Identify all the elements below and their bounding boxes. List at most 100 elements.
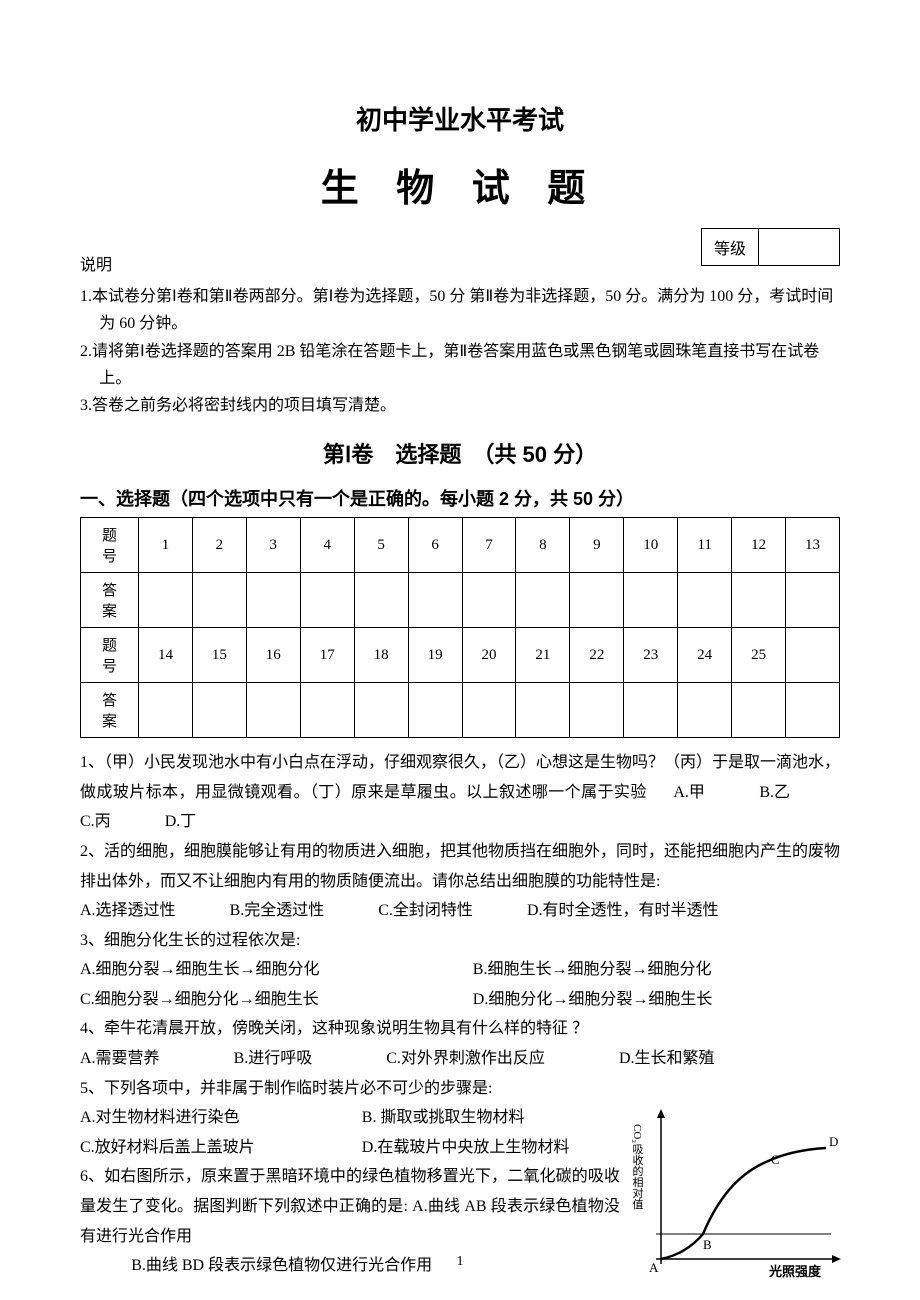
- ans-cell: [570, 683, 624, 738]
- ans-cell: [786, 683, 840, 738]
- ans-cell: [354, 683, 408, 738]
- num-cell: 5: [354, 518, 408, 573]
- num-cell: 7: [462, 518, 516, 573]
- ans-cell: [678, 683, 732, 738]
- ans-cell: [408, 683, 462, 738]
- q5-opt-d: D.在载玻片中央放上生物材料: [362, 1133, 570, 1163]
- q5-6-wrapper: A B C D CO₂吸收的相对值 光照强度 5、下列各项中，并非属于制作临时装…: [80, 1074, 840, 1281]
- q3-text: 3、细胞分化生长的过程依次是:: [80, 926, 840, 956]
- ans-cell: [300, 683, 354, 738]
- num-cell: 12: [732, 518, 786, 573]
- num-cell: 22: [570, 628, 624, 683]
- q4-opt-d: D.生长和繁殖: [619, 1044, 715, 1074]
- q2-opt-a: A.选择透过性: [80, 896, 176, 926]
- ans-cell: [462, 683, 516, 738]
- num-cell: 9: [570, 518, 624, 573]
- table-row: 题 号 1 2 3 4 5 6 7 8 9 10 11 12 13: [81, 518, 840, 573]
- num-cell: 6: [408, 518, 462, 573]
- q1-text: 1、（甲）小民发现池水中有小白点在浮动，仔细观察很久，（乙）心想这是生物吗？（丙…: [80, 754, 840, 801]
- num-cell: 16: [246, 628, 300, 683]
- answer-table: 题 号 1 2 3 4 5 6 7 8 9 10 11 12 13 答 案 题 …: [80, 517, 840, 738]
- graph-point-d: D: [829, 1134, 838, 1149]
- table-row: 题 号 14 15 16 17 18 19 20 21 22 23 24 25: [81, 628, 840, 683]
- ans-cell: [732, 573, 786, 628]
- q3-opt-c: C.细胞分裂→细胞分化→细胞生长: [80, 985, 445, 1015]
- grade-label: 等级: [702, 229, 759, 265]
- page-number: 1: [0, 1254, 920, 1270]
- num-cell: 3: [246, 518, 300, 573]
- q3-opt-b: B.细胞生长→细胞分裂→细胞分化: [473, 955, 712, 985]
- question-1: 1、（甲）小民发现池水中有小白点在浮动，仔细观察很久，（乙）心想这是生物吗？（丙…: [80, 748, 840, 837]
- ans-cell: [192, 573, 246, 628]
- table-row: 答 案: [81, 573, 840, 628]
- question-2: 2、活的细胞，细胞膜能够让有用的物质进入细胞，把其他物质挡在细胞外，同时，还能把…: [80, 837, 840, 926]
- row-label: 题 号: [81, 518, 139, 573]
- num-cell: 21: [516, 628, 570, 683]
- graph-point-b: B: [703, 1237, 712, 1252]
- table-row: 答 案: [81, 683, 840, 738]
- q4-opt-b: B.进行呼吸: [234, 1044, 313, 1074]
- num-cell: 13: [786, 518, 840, 573]
- ans-cell: [139, 573, 193, 628]
- grade-blank: [759, 229, 839, 265]
- num-cell: 24: [678, 628, 732, 683]
- row-label: 答 案: [81, 573, 139, 628]
- num-cell: 25: [732, 628, 786, 683]
- q2-opt-b: B.完全透过性: [230, 896, 325, 926]
- num-cell: [786, 628, 840, 683]
- graph-y-label: CO₂吸收的相对值: [631, 1124, 644, 1210]
- ans-cell: [516, 683, 570, 738]
- ans-cell: [624, 683, 678, 738]
- q5-text: 5、下列各项中，并非属于制作临时装片必不可少的步骤是:: [80, 1074, 840, 1104]
- ans-cell: [624, 573, 678, 628]
- ans-cell: [192, 683, 246, 738]
- q2-opt-d: D.有时全透性，有时半透性: [527, 896, 719, 926]
- num-cell: 10: [624, 518, 678, 573]
- ans-cell: [408, 573, 462, 628]
- num-cell: 18: [354, 628, 408, 683]
- instruction-item: 1.本试卷分第Ⅰ卷和第Ⅱ卷两部分。第Ⅰ卷为选择题，50 分 第Ⅱ卷为非选择题，5…: [80, 283, 840, 337]
- q1-opt-a: A.甲: [673, 778, 705, 808]
- question-3: 3、细胞分化生长的过程依次是: A.细胞分裂→细胞生长→细胞分化 B.细胞生长→…: [80, 926, 840, 1015]
- q4-opt-a: A.需要营养: [80, 1044, 160, 1074]
- q4-opt-c: C.对外界刺激作出反应: [386, 1044, 545, 1074]
- grade-box: 等级: [701, 228, 840, 266]
- q2-text: 2、活的细胞，细胞膜能够让有用的物质进入细胞，把其他物质挡在细胞外，同时，还能把…: [80, 837, 840, 896]
- q1-opt-b: B.乙: [759, 778, 790, 808]
- num-cell: 15: [192, 628, 246, 683]
- q1-opt-d: D.丁: [165, 807, 197, 837]
- num-cell: 11: [678, 518, 732, 573]
- subject-title: 生 物 试 题: [80, 157, 840, 212]
- ans-cell: [300, 573, 354, 628]
- num-cell: 14: [139, 628, 193, 683]
- question-4: 4、牵牛花清晨开放，傍晚关闭，这种现象说明生物具有什么样的特征 ？ A.需要营养…: [80, 1014, 840, 1073]
- row-label: 答 案: [81, 683, 139, 738]
- section-1-subtitle: 一、选择题（四个选项中只有一个是正确的。每小题 2 分，共 50 分）: [80, 485, 840, 511]
- ans-cell: [570, 573, 624, 628]
- q4-text: 4、牵牛花清晨开放，傍晚关闭，这种现象说明生物具有什么样的特征 ？: [80, 1014, 840, 1044]
- q3-opt-a: A.细胞分裂→细胞生长→细胞分化: [80, 955, 445, 985]
- co2-graph: A B C D CO₂吸收的相对值 光照强度: [631, 1104, 846, 1279]
- section-1-title: 第Ⅰ卷 选择题 （共 50 分）: [80, 437, 840, 469]
- num-cell: 17: [300, 628, 354, 683]
- num-cell: 4: [300, 518, 354, 573]
- exam-title: 初中学业水平考试: [80, 100, 840, 137]
- row-label: 题 号: [81, 628, 139, 683]
- q2-opt-c: C.全封闭特性: [378, 896, 473, 926]
- ans-cell: [732, 683, 786, 738]
- instructions: 说明 1.本试卷分第Ⅰ卷和第Ⅱ卷两部分。第Ⅰ卷为选择题，50 分 第Ⅱ卷为非选择…: [80, 252, 840, 419]
- ans-cell: [462, 573, 516, 628]
- q3-opt-d: D.细胞分化→细胞分裂→细胞生长: [473, 985, 713, 1015]
- num-cell: 20: [462, 628, 516, 683]
- q5-opt-c: C.放好材料后盖上盖玻片: [80, 1133, 334, 1163]
- ans-cell: [516, 573, 570, 628]
- num-cell: 23: [624, 628, 678, 683]
- instruction-item: 2.请将第Ⅰ卷选择题的答案用 2B 铅笔涂在答题卡上，第Ⅱ卷答案用蓝色或黑色钢笔…: [80, 338, 840, 392]
- num-cell: 1: [139, 518, 193, 573]
- ans-cell: [246, 573, 300, 628]
- ans-cell: [354, 573, 408, 628]
- num-cell: 19: [408, 628, 462, 683]
- ans-cell: [246, 683, 300, 738]
- q5-opt-a: A.对生物材料进行染色: [80, 1103, 334, 1133]
- num-cell: 8: [516, 518, 570, 573]
